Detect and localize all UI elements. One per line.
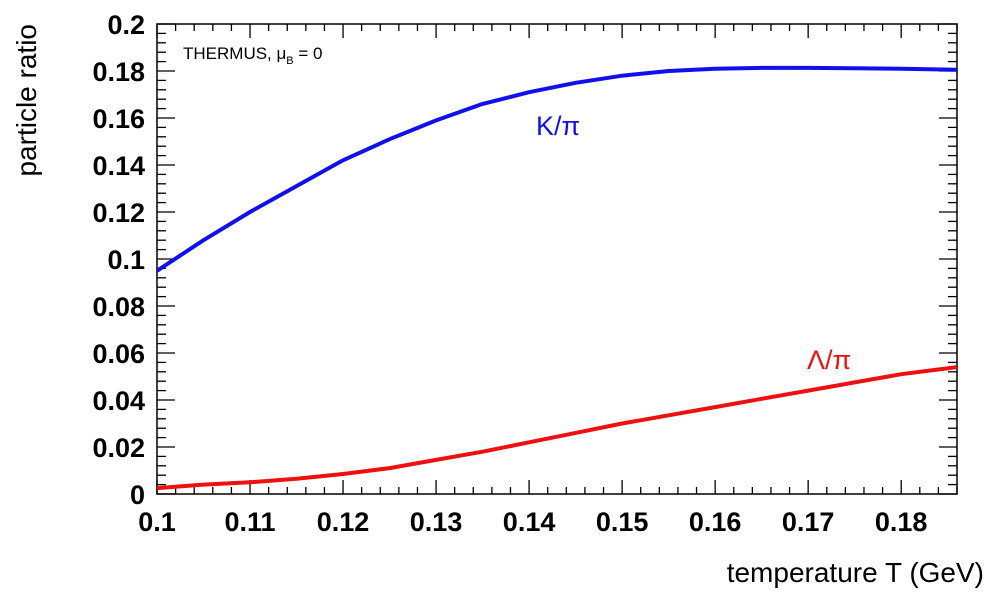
y-tick-label: 0.08 — [92, 292, 145, 322]
annotation-label: THERMUS, μB = 0 — [183, 44, 322, 67]
x-tick-label: 0.18 — [875, 507, 928, 537]
x-tick-label: 0.13 — [410, 507, 463, 537]
y-tick-label: 0.2 — [107, 10, 145, 40]
series-layer — [155, 65, 958, 491]
x-axis-label: temperature T (GeV) — [727, 557, 984, 588]
y-tick-label: 0.06 — [92, 339, 145, 369]
y-axis-label: particle ratio — [11, 24, 42, 177]
series-label-kaon-pion: K/π — [536, 111, 580, 141]
x-axis: 0.1 0.11 0.12 0.13 0.14 0.15 0.16 0.17 0.18 — [138, 24, 958, 537]
annotation-text: THERMUS, μ — [183, 44, 286, 63]
y-tick-label: 0.04 — [92, 386, 145, 416]
y-axis: 0 0.02 0.04 0.06 0.08 0.1 0.12 0.14 0.16 0.18 0.2 — [92, 10, 957, 510]
y-tick-label: 0 — [130, 480, 145, 510]
y-tick-label: 0.12 — [92, 198, 145, 228]
annotation-subscript: B — [286, 55, 293, 67]
plot-frame — [156, 23, 958, 495]
y-tick-label: 0.16 — [92, 104, 145, 134]
x-tick-label: 0.14 — [503, 507, 556, 537]
series-label-lambda-pion: Λ/π — [807, 345, 851, 375]
series-line-kaon-pion — [155, 65, 958, 273]
annotation-suffix: = 0 — [294, 44, 323, 63]
y-tick-label: 0.1 — [107, 245, 145, 275]
x-tick-label: 0.15 — [596, 507, 649, 537]
y-tick-label: 0.02 — [92, 433, 145, 463]
x-tick-label: 0.1 — [138, 507, 176, 537]
x-tick-label: 0.12 — [317, 507, 370, 537]
y-tick-label: 0.14 — [92, 151, 145, 181]
y-tick-label: 0.18 — [92, 57, 145, 87]
x-tick-label: 0.11 — [224, 507, 275, 537]
series-line-lambda-pion — [156, 365, 958, 491]
x-tick-label: 0.16 — [689, 507, 742, 537]
x-tick-label: 0.17 — [782, 507, 835, 537]
